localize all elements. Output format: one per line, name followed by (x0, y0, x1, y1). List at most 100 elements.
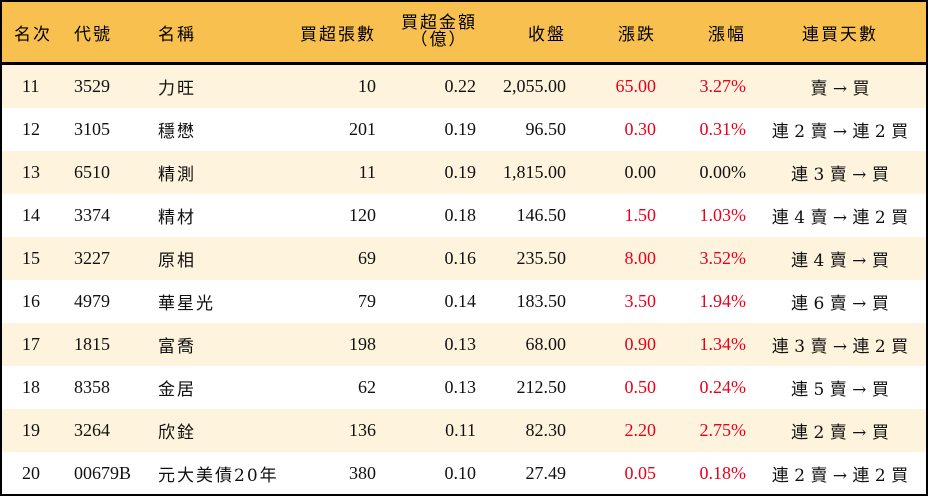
header-change-pct: 漲幅 (708, 24, 746, 45)
cell-rank: 17 (22, 334, 40, 354)
header-net-buy-amount: 買超金額 （億） (398, 2, 480, 62)
cell-change-pct: 1.03% (699, 205, 747, 225)
cell-change-pct: 3.52% (699, 248, 747, 268)
cell-consecutive-days: 連 5 賣 → 買 (791, 380, 889, 400)
cell-change: 65.00 (615, 76, 657, 96)
cell-consecutive-days: 連 6 賣 → 買 (791, 294, 889, 314)
table-row[interactable]: 18 8358 金居 62 0.13 212.50 0.50 0.24% 連 5… (2, 366, 926, 409)
cell-change: 0.30 (624, 119, 657, 139)
table-row[interactable]: 12 3105 穩懋 201 0.19 96.50 0.30 0.31% 連 2… (2, 108, 926, 151)
header-rank: 名次 (14, 24, 52, 45)
cell-net-buy-lots: 69 (358, 248, 376, 268)
cell-code: 6510 (74, 162, 110, 182)
cell-consecutive-days: 賣 → 買 (810, 79, 870, 99)
table-header: 名次 代號 名稱 買超張數 買超金額 （億） 收盤 漲跌 漲幅 連買天數 (2, 2, 926, 65)
cell-name: 元大美債20年 (158, 466, 279, 486)
cell-rank: 15 (22, 248, 40, 268)
cell-rank: 16 (22, 291, 40, 311)
cell-name: 穩懋 (158, 122, 196, 142)
cell-net-buy-lots: 62 (358, 377, 376, 397)
header-net-buy-amount-line1: 買超金額 (401, 13, 477, 33)
cell-change-pct: 1.94% (699, 291, 747, 311)
cell-code: 3374 (74, 205, 110, 225)
table-row[interactable]: 13 6510 精測 11 0.19 1,815.00 0.00 0.00% 連… (2, 151, 926, 194)
cell-close: 68.00 (525, 334, 567, 354)
cell-net-buy-lots: 201 (349, 119, 376, 139)
table-row[interactable]: 15 3227 原相 69 0.16 235.50 8.00 3.52% 連 4… (2, 237, 926, 280)
table-body: 11 3529 力旺 10 0.22 2,055.00 65.00 3.27% … (2, 65, 926, 495)
header-net-buy-amount-line2: （億） (410, 30, 468, 50)
table-row[interactable]: 20 00679B 元大美債20年 380 0.10 27.49 0.05 0.… (2, 452, 926, 495)
cell-code: 8358 (74, 377, 110, 397)
cell-net-buy-amount: 0.19 (444, 162, 477, 182)
cell-change: 3.50 (624, 291, 657, 311)
table-row[interactable]: 17 1815 富喬 198 0.13 68.00 0.90 1.34% 連 3… (2, 323, 926, 366)
cell-rank: 14 (22, 205, 40, 225)
header-code: 代號 (74, 24, 112, 45)
cell-net-buy-amount: 0.16 (444, 248, 477, 268)
table-row[interactable]: 11 3529 力旺 10 0.22 2,055.00 65.00 3.27% … (2, 65, 926, 108)
table-row[interactable]: 16 4979 華星光 79 0.14 183.50 3.50 1.94% 連 … (2, 280, 926, 323)
cell-name: 金居 (158, 380, 196, 400)
cell-close: 146.50 (516, 205, 567, 225)
cell-name: 精材 (158, 208, 196, 228)
cell-net-buy-amount: 0.22 (444, 76, 477, 96)
header-close: 收盤 (528, 24, 566, 45)
cell-net-buy-lots: 79 (358, 291, 376, 311)
cell-net-buy-lots: 120 (349, 205, 376, 225)
cell-close: 212.50 (516, 377, 567, 397)
cell-code: 3227 (74, 248, 110, 268)
cell-net-buy-lots: 198 (349, 334, 376, 354)
cell-name: 力旺 (158, 79, 196, 99)
cell-change-pct: 0.00% (699, 162, 747, 182)
cell-name: 原相 (158, 251, 196, 271)
cell-close: 96.50 (525, 119, 567, 139)
cell-net-buy-lots: 11 (358, 162, 376, 182)
cell-net-buy-amount: 0.19 (444, 119, 477, 139)
cell-change: 8.00 (624, 248, 657, 268)
cell-change: 2.20 (624, 420, 657, 440)
cell-rank: 19 (22, 420, 40, 440)
cell-net-buy-lots: 380 (349, 463, 376, 483)
cell-close: 183.50 (516, 291, 567, 311)
cell-change-pct: 0.31% (699, 119, 747, 139)
cell-close: 1,815.00 (503, 162, 566, 182)
cell-net-buy-amount: 0.13 (444, 377, 477, 397)
cell-code: 3105 (74, 119, 110, 139)
cell-code: 1815 (74, 334, 110, 354)
cell-change-pct: 3.27% (699, 76, 747, 96)
cell-change: 0.05 (624, 463, 657, 483)
header-net-buy-lots: 買超張數 (300, 24, 376, 45)
cell-name: 精測 (158, 165, 196, 185)
cell-close: 235.50 (516, 248, 567, 268)
cell-change-pct: 1.34% (699, 334, 747, 354)
table-row[interactable]: 19 3264 欣銓 136 0.11 82.30 2.20 2.75% 連 2… (2, 409, 926, 452)
cell-net-buy-amount: 0.18 (444, 205, 477, 225)
cell-change-pct: 0.18% (699, 463, 747, 483)
cell-consecutive-days: 連 2 賣 → 買 (791, 423, 889, 443)
cell-consecutive-days: 連 4 賣 → 買 (791, 251, 889, 271)
table-row[interactable]: 14 3374 精材 120 0.18 146.50 1.50 1.03% 連 … (2, 194, 926, 237)
header-consecutive-days: 連買天數 (802, 24, 878, 45)
cell-code: 3529 (74, 76, 110, 96)
cell-consecutive-days: 連 3 賣 → 買 (791, 165, 889, 185)
cell-rank: 11 (22, 76, 40, 96)
cell-consecutive-days: 連 2 賣 → 連 2 買 (771, 466, 909, 486)
cell-net-buy-amount: 0.10 (444, 463, 477, 483)
cell-consecutive-days: 連 2 賣 → 連 2 買 (771, 122, 909, 142)
cell-rank: 13 (22, 162, 40, 182)
cell-change: 0.00 (624, 162, 657, 182)
cell-name: 欣銓 (158, 423, 196, 443)
cell-change-pct: 2.75% (699, 420, 747, 440)
cell-rank: 18 (22, 377, 40, 397)
cell-rank: 20 (22, 463, 40, 483)
cell-name: 華星光 (158, 294, 215, 314)
cell-net-buy-lots: 10 (358, 76, 376, 96)
cell-net-buy-amount: 0.14 (444, 291, 477, 311)
cell-close: 27.49 (525, 463, 567, 483)
cell-change-pct: 0.24% (699, 377, 747, 397)
cell-net-buy-amount: 0.11 (445, 420, 476, 440)
cell-close: 82.30 (525, 420, 567, 440)
header-change: 漲跌 (618, 24, 656, 45)
